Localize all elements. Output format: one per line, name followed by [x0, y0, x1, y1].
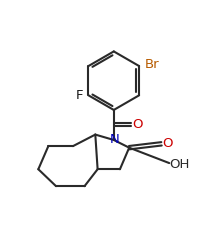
- Text: O: O: [163, 137, 173, 150]
- Text: N: N: [110, 133, 119, 146]
- Text: O: O: [133, 118, 143, 131]
- Text: OH: OH: [169, 158, 189, 171]
- Text: F: F: [76, 89, 84, 102]
- Text: Br: Br: [145, 58, 160, 71]
